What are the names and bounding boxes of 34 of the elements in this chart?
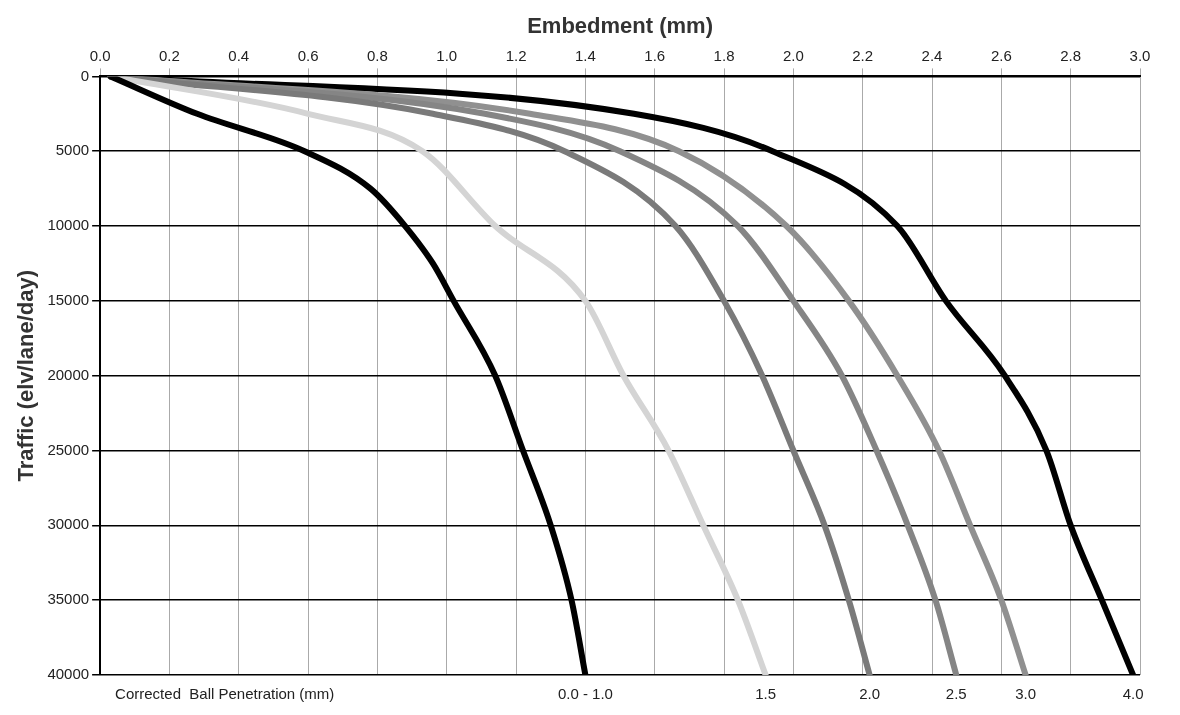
x-tick-label: 1.6 xyxy=(644,46,666,64)
x-tick-label: 1.0 xyxy=(436,46,458,64)
x-axis-title: Embedment (mm) xyxy=(527,13,713,39)
x-tick-label: 2.6 xyxy=(990,46,1012,64)
y-tick-label: 0 xyxy=(80,66,90,84)
x-tick-label: 3.0 xyxy=(1129,46,1151,64)
x-tick-label: 2.4 xyxy=(921,46,943,64)
y-tick-label: 30000 xyxy=(47,515,90,533)
x-tick-label: 0.6 xyxy=(297,46,319,64)
y-tick-label: 25000 xyxy=(47,440,90,458)
series-label: 1.5 xyxy=(755,684,777,702)
x-tick-label: 1.8 xyxy=(713,46,735,64)
x-tick-label: 2.8 xyxy=(1060,46,1082,64)
series-label: 3.0 xyxy=(1015,684,1037,702)
x-tick-label: 0.0 xyxy=(89,46,111,64)
x-tick-label: 1.2 xyxy=(505,46,527,64)
x-tick-label: 1.4 xyxy=(574,46,596,64)
y-tick-label: 35000 xyxy=(47,590,90,608)
text: Corrected Ball Penetration (mm) xyxy=(115,684,335,702)
y-tick-label: 10000 xyxy=(47,216,90,234)
y-axis-title: Traffic (elv/lane/day) xyxy=(13,269,39,482)
series-label: 4.0 xyxy=(1122,684,1144,702)
y-tick-label: 5000 xyxy=(55,141,90,159)
x-tick-label: 0.4 xyxy=(228,46,250,64)
y-tick-label: 15000 xyxy=(47,291,90,309)
series-label: 0.0 - 1.0 xyxy=(557,684,613,702)
x-tick-label: 2.2 xyxy=(852,46,874,64)
x-tick-label: 0.8 xyxy=(366,46,388,64)
x-tick-label: 2.0 xyxy=(782,46,804,64)
y-tick-label: 20000 xyxy=(47,365,90,383)
y-tick-label: 40000 xyxy=(47,665,90,683)
x-tick-label: 0.2 xyxy=(159,46,180,64)
series-label: 2.0 xyxy=(859,684,881,702)
series-label: 2.5 xyxy=(945,684,967,702)
